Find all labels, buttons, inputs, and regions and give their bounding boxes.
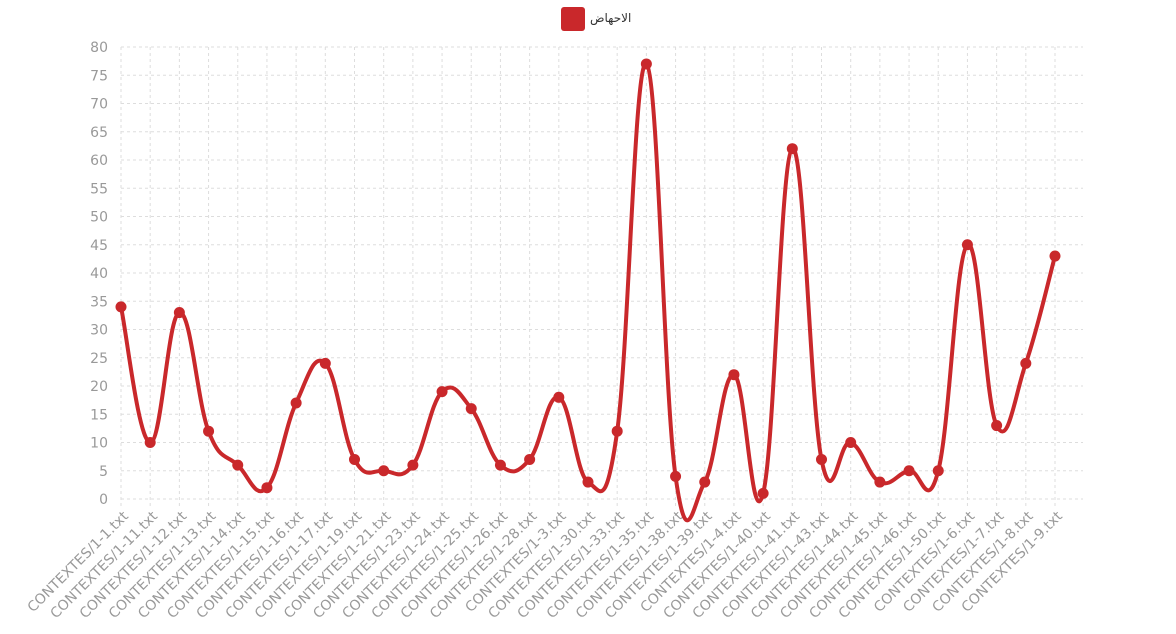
y-tick-label: 50 [90, 210, 108, 226]
legend-swatch[interactable] [561, 7, 585, 31]
data-point [874, 476, 886, 488]
y-tick-label: 40 [90, 266, 108, 282]
data-point [699, 476, 711, 488]
y-tick-label: 25 [90, 351, 108, 367]
legend-label[interactable]: الاحهاض [590, 11, 631, 26]
data-point [144, 437, 156, 448]
data-point [932, 465, 944, 477]
y-tick-label: 60 [90, 153, 108, 169]
y-tick-label: 80 [90, 40, 108, 56]
data-point [319, 357, 331, 369]
y-tick-label: 45 [90, 238, 108, 254]
data-point [232, 459, 244, 471]
data-point [1020, 357, 1032, 369]
y-tick-label: 75 [90, 68, 108, 84]
data-point [1049, 250, 1061, 262]
y-tick-label: 15 [90, 407, 108, 423]
data-point [261, 482, 273, 494]
y-tick-label: 30 [90, 323, 108, 339]
data-point [582, 476, 594, 488]
y-tick-label: 5 [99, 464, 108, 480]
y-tick-label: 55 [90, 181, 108, 197]
data-point [115, 301, 127, 313]
data-point [290, 397, 302, 409]
data-point [991, 420, 1003, 432]
y-tick-label: 10 [90, 436, 108, 452]
data-point [670, 470, 682, 482]
data-point [757, 487, 769, 499]
y-tick-label: 20 [90, 379, 108, 395]
data-point [407, 459, 419, 471]
data-point [903, 465, 915, 477]
data-point [465, 403, 477, 415]
y-tick-label: 65 [90, 125, 108, 141]
data-point [203, 425, 215, 437]
data-point [640, 58, 652, 70]
data-point [553, 391, 565, 403]
y-tick-label: 0 [99, 492, 108, 508]
data-point [349, 453, 360, 465]
data-point [436, 386, 448, 398]
data-point [961, 239, 973, 251]
data-point [845, 437, 857, 448]
data-point [786, 143, 798, 155]
data-point [816, 453, 827, 465]
data-point [494, 459, 506, 471]
y-tick-label: 70 [90, 97, 108, 113]
y-tick-label: 35 [90, 294, 108, 310]
data-point [173, 307, 185, 319]
data-point [378, 465, 390, 477]
data-point [524, 453, 536, 465]
data-point [728, 369, 740, 381]
data-point [611, 425, 623, 437]
